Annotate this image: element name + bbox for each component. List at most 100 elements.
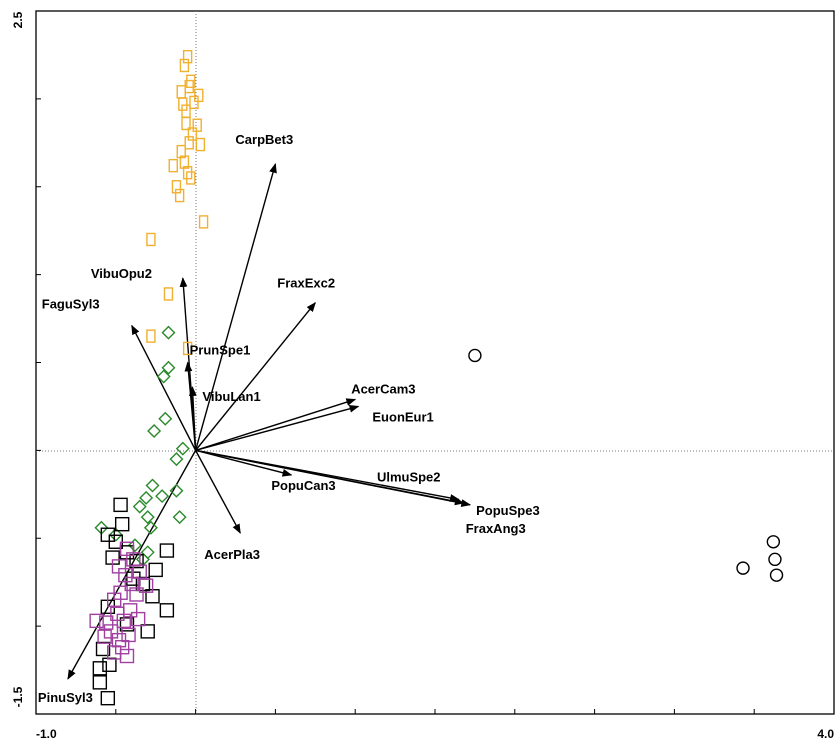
point-diamond	[161, 360, 176, 375]
point-square	[129, 553, 144, 569]
point-square	[182, 165, 193, 180]
species-labels: CarpBet3 VibuOpu2 FraxExc2 FaguSyl3 PrunSpe1…	[38, 132, 540, 705]
arrow-FaguSyl3	[131, 324, 197, 451]
point-diamond	[143, 520, 158, 535]
point-square	[181, 104, 191, 118]
point-square	[198, 215, 209, 229]
arrow-VibuLan1	[188, 386, 197, 451]
point-square	[121, 627, 136, 643]
point-square	[163, 287, 174, 301]
point-square	[113, 497, 128, 513]
point-square	[102, 657, 117, 672]
point-square	[192, 118, 202, 132]
point-diamond	[139, 490, 154, 505]
point-circle	[768, 552, 782, 567]
point-square	[186, 74, 196, 89]
point-square	[195, 137, 206, 152]
point-diamond	[161, 325, 176, 340]
arrow-EuonEur1	[195, 404, 360, 452]
point-square	[97, 629, 112, 644]
point-square	[181, 116, 191, 131]
arrow-label-AcerCam3: AcerCam3	[351, 381, 415, 396]
point-square	[176, 144, 186, 159]
arrow-label-EuonEur1: EuonEur1	[372, 409, 433, 424]
point-square	[176, 85, 186, 99]
point-square	[140, 624, 155, 639]
arrow-label-FaguSyl3: FaguSyl3	[42, 297, 100, 312]
point-square	[119, 617, 135, 632]
arrow-label-VibuOpu2: VibuOpu2	[91, 266, 152, 281]
point-square	[179, 155, 190, 169]
arrow-label-PopuSpe3: PopuSpe3	[476, 503, 540, 518]
point-diamond	[145, 478, 160, 493]
point-square	[171, 180, 182, 194]
point-square	[178, 97, 188, 111]
point-diamond	[140, 510, 155, 525]
arrow-label-FraxAng3: FraxAng3	[466, 521, 526, 536]
point-diamond	[127, 538, 142, 553]
point-square	[146, 329, 156, 343]
arrow-label-CarpBet3: CarpBet3	[235, 132, 293, 147]
arrow-AcerPla3	[194, 450, 241, 534]
point-diamond	[169, 483, 184, 498]
point-diamond	[155, 489, 170, 504]
axis-ticks	[35, 10, 835, 715]
point-diamond	[147, 424, 162, 439]
arrow-FraxExc2	[195, 301, 316, 451]
x-tick-label-min: -1.0	[36, 727, 57, 741]
arrow-CarpBet3	[194, 162, 277, 451]
point-square	[100, 527, 116, 542]
point-square	[174, 188, 185, 203]
point-square	[189, 95, 199, 110]
point-circle	[468, 348, 482, 363]
point-square	[122, 603, 138, 618]
point-diamond	[175, 441, 190, 456]
point-circle	[736, 561, 750, 575]
point-square	[92, 675, 108, 690]
x-tick-label-max: 4.0	[817, 727, 834, 741]
point-square	[107, 592, 122, 607]
arrow-label-PinuSyl3: PinuSyl3	[38, 690, 93, 705]
point-square	[130, 611, 146, 627]
plot-frame	[35, 10, 835, 715]
sample-points	[89, 49, 784, 706]
arrow-label-PopuCan3: PopuCan3	[271, 478, 335, 493]
point-square	[92, 661, 108, 676]
point-square	[89, 613, 104, 629]
point-diamond	[156, 369, 171, 384]
point-square	[111, 559, 127, 574]
arrow-label-PrunSpe1: PrunSpe1	[190, 343, 251, 358]
arrow-label-UlmuSpe2: UlmuSpe2	[377, 470, 441, 485]
point-diamond	[158, 411, 173, 426]
point-square	[159, 543, 175, 558]
arrow-label-VibuLan1: VibuLan1	[202, 389, 260, 404]
point-square	[182, 341, 193, 356]
arrow-PopuCan3	[195, 449, 293, 477]
point-square	[119, 648, 135, 664]
point-square	[99, 615, 114, 630]
point-circle	[769, 568, 784, 582]
y-tick-label-min: -1.5	[11, 686, 25, 707]
point-square	[184, 136, 194, 150]
arrow-FraxAng3	[195, 449, 465, 506]
point-square	[148, 562, 163, 578]
point-square	[114, 516, 130, 532]
arrow-AcerCam3	[195, 398, 357, 452]
point-square	[100, 690, 116, 706]
point-square	[186, 171, 196, 185]
arrow-label-FraxExc2: FraxExc2	[277, 276, 335, 291]
point-square	[179, 58, 190, 73]
point-square	[168, 158, 178, 173]
point-square	[194, 88, 204, 103]
species-arrows	[67, 162, 472, 680]
point-circle	[766, 535, 781, 549]
point-square	[138, 578, 154, 593]
point-square	[146, 232, 156, 247]
point-square	[132, 564, 147, 579]
point-square	[187, 127, 198, 141]
point-diamond	[169, 452, 184, 467]
point-square	[159, 603, 175, 618]
arrow-PinuSyl3	[67, 450, 197, 680]
y-tick-label-max: 2.5	[11, 11, 25, 28]
